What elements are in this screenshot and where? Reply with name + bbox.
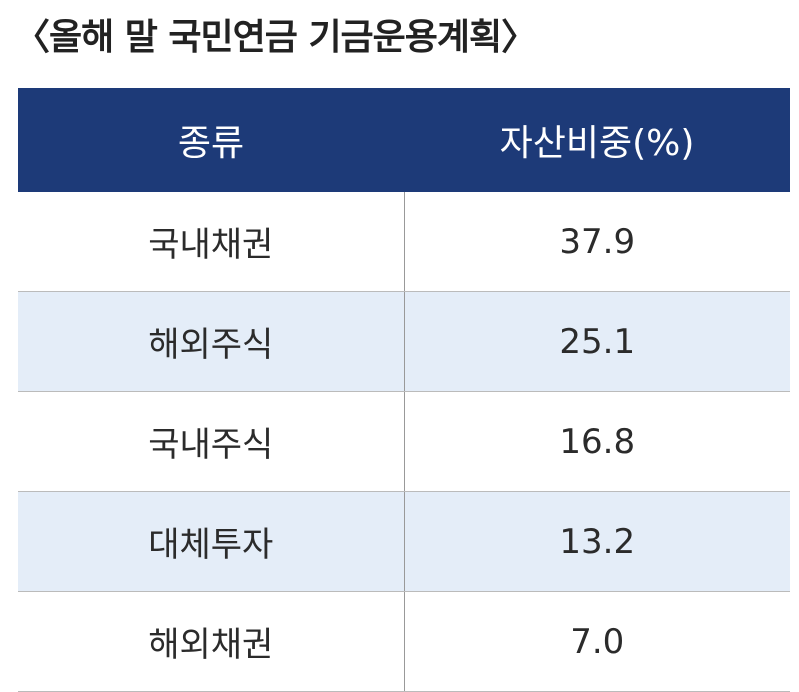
table-row: 해외채권 7.0	[18, 591, 790, 692]
header-cell: 자산비중(%)	[404, 88, 790, 192]
table: 종류 자산비중(%) 국내채권 37.9 해외주식 25.1 국내주식 16.8 대체투자 13…	[18, 88, 790, 692]
table-row: 대체투자 13.2	[18, 491, 790, 592]
title: 〈올해 말 국민연금 기금운용계획〉	[14, 17, 537, 58]
table-row: 해외주식 25.1	[18, 291, 790, 392]
value-cell: 16.8	[404, 391, 790, 492]
header-row: 종류 자산비중(%)	[18, 88, 790, 192]
value-cell: 25.1	[404, 291, 790, 392]
category-cell: 국내주식	[18, 391, 405, 492]
table-row: 국내채권 37.9	[18, 192, 790, 292]
header-cell: 종류	[18, 88, 404, 192]
value-cell: 13.2	[404, 491, 790, 592]
value-cell: 7.0	[404, 591, 790, 692]
category-cell: 해외주식	[18, 291, 405, 392]
category-cell: 해외채권	[18, 591, 405, 692]
category-cell: 대체투자	[18, 491, 405, 592]
category-cell: 국내채권	[18, 192, 405, 292]
value-cell: 37.9	[404, 192, 790, 292]
table-row: 국내주식 16.8	[18, 391, 790, 492]
